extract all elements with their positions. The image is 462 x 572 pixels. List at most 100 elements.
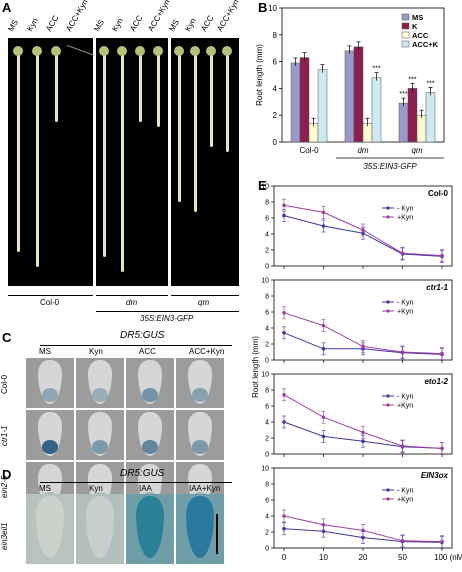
data-point bbox=[440, 253, 444, 258]
data-point bbox=[282, 203, 286, 207]
y-tick-label: 2 bbox=[265, 530, 269, 537]
significance-mark: *** bbox=[426, 80, 434, 87]
legend-label: +Kyn bbox=[397, 403, 413, 410]
category-label: dm bbox=[357, 146, 368, 155]
panel-d-title-underline bbox=[40, 482, 232, 483]
data-point bbox=[400, 539, 405, 543]
gus-stain bbox=[192, 440, 208, 454]
legend-label: MS bbox=[412, 13, 423, 22]
seedling-hypocotyl bbox=[139, 52, 142, 122]
data-point bbox=[321, 224, 326, 228]
legend-label: +Kyn bbox=[397, 309, 413, 316]
panel-a-column-label: MS bbox=[6, 18, 20, 33]
y-tick-label: 6 bbox=[265, 310, 269, 317]
y-tick-label: 8 bbox=[265, 200, 269, 207]
panel-e-line-charts: 0 2 4 6 8 10 Col-0 - Kyn +Kyn 0 2 4 6 8 10 ctr1-1 - Kyn +… bbox=[252, 184, 462, 563]
legend-marker bbox=[386, 403, 390, 407]
seedling-hypocotyl bbox=[194, 52, 197, 212]
chart-subtitle: 35S:EIN3-GFP bbox=[363, 162, 417, 171]
data-point bbox=[440, 351, 444, 356]
panel-a-column-label: ACC+Kyn bbox=[215, 0, 241, 33]
panel-a-column-label: ACC bbox=[199, 13, 216, 33]
data-point bbox=[361, 528, 365, 533]
x-axis-label: 100 (nM IAA) bbox=[434, 553, 462, 562]
data-point bbox=[361, 439, 365, 444]
seedling-hypocotyl bbox=[226, 52, 229, 152]
y-tick-label: 2 bbox=[265, 248, 269, 255]
y-tick-label: 0 bbox=[265, 452, 269, 459]
bar bbox=[398, 102, 409, 143]
panel-a-column-label: ACC bbox=[128, 13, 145, 33]
data-point bbox=[361, 535, 365, 540]
x-tick-label: 0 bbox=[282, 553, 287, 562]
panel-a-column-label: Kyn bbox=[110, 16, 125, 33]
panel-e-label: E bbox=[258, 178, 267, 193]
subplot-title: ctr1-1 bbox=[426, 283, 448, 292]
y-tick-label: 8 bbox=[273, 31, 278, 40]
dm-label: dm bbox=[126, 298, 138, 307]
subplot-title: eto1-2 bbox=[424, 377, 448, 386]
dm-underline bbox=[96, 295, 168, 296]
legend-marker bbox=[386, 309, 390, 313]
gus-stain bbox=[142, 388, 158, 402]
bar bbox=[353, 46, 364, 143]
y-tick-label: 10 bbox=[261, 278, 269, 285]
panel-d-column-label: IAA bbox=[139, 484, 152, 493]
legend-marker bbox=[386, 206, 390, 210]
data-point bbox=[282, 311, 286, 315]
data-point bbox=[282, 527, 286, 531]
data-point bbox=[282, 420, 286, 424]
panel-a-dm-photo bbox=[96, 38, 168, 286]
panel-a-column-label: ACC bbox=[44, 13, 61, 33]
legend-marker bbox=[386, 215, 390, 219]
legend-marker bbox=[386, 497, 390, 501]
subplot-title: Col-0 bbox=[428, 189, 449, 198]
legend-label: - Kyn bbox=[397, 206, 413, 213]
panel-b-bar-chart: 0 2 4 6 8 10 Root length (mm) Col-0 dm qm *** *** **… bbox=[255, 4, 445, 171]
seedling-hypocotyl bbox=[55, 52, 58, 122]
y-axis-label: Root length (mm) bbox=[255, 44, 264, 106]
y-tick-label: 6 bbox=[265, 404, 269, 411]
panel-c-title-underline bbox=[40, 345, 232, 346]
y-tick-label: 4 bbox=[265, 326, 269, 333]
seedling-cotyledon bbox=[190, 46, 200, 56]
bar bbox=[317, 69, 328, 143]
data-point bbox=[282, 213, 286, 218]
data-point bbox=[321, 434, 326, 439]
gus-stain bbox=[192, 388, 208, 402]
bar bbox=[425, 92, 436, 143]
gus-stain bbox=[42, 388, 58, 402]
x-tick-label: 20 bbox=[359, 553, 368, 562]
y-tick-label: 2 bbox=[265, 436, 269, 443]
panel-c-row-label: Col-0 bbox=[0, 374, 9, 394]
seedling-hypocotyl bbox=[103, 52, 106, 257]
legend-swatch bbox=[401, 31, 410, 39]
bar bbox=[299, 57, 310, 143]
panel-c-column-label: MS bbox=[39, 347, 51, 356]
data-point bbox=[321, 415, 326, 419]
y-tick-label: 4 bbox=[265, 420, 269, 427]
panel-a-column-label: Kyn bbox=[183, 16, 198, 33]
significance-mark: *** bbox=[408, 76, 416, 83]
data-point bbox=[282, 514, 286, 518]
panel-c-row-label: ein3eil1 bbox=[0, 522, 9, 550]
legend-marker bbox=[386, 488, 390, 492]
legend-swatch bbox=[401, 13, 410, 21]
legend-label: - Kyn bbox=[397, 300, 413, 307]
panel-a-column-label: ACC+Kyn bbox=[64, 0, 90, 33]
bar bbox=[344, 50, 355, 143]
y-tick-label: 6 bbox=[265, 498, 269, 505]
data-point bbox=[321, 323, 326, 328]
legend-marker bbox=[386, 300, 390, 304]
y-tick-label: 0 bbox=[265, 546, 269, 553]
scale-bar bbox=[216, 514, 218, 554]
category-label: qm bbox=[411, 146, 422, 155]
seedling-hypocotyl bbox=[36, 52, 39, 267]
y-tick-label: 8 bbox=[265, 482, 269, 489]
panel-d-column-label: MS bbox=[39, 484, 51, 493]
y-tick-label: 2 bbox=[265, 342, 269, 349]
col0-label: Col-0 bbox=[40, 298, 60, 307]
data-point bbox=[440, 539, 444, 544]
category-label: Col-0 bbox=[299, 146, 319, 155]
panel-c-label: C bbox=[2, 330, 12, 345]
